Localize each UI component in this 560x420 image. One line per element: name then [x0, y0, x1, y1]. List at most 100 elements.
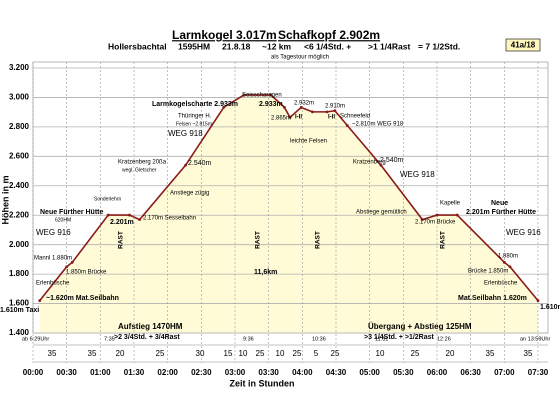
annotation: 2.170m Brücke [415, 220, 456, 226]
header-info: 1595HM [178, 41, 210, 51]
profile-point [311, 110, 314, 114]
rast-label: RAST [118, 231, 125, 249]
x-tick-label: 00:00 [23, 368, 44, 377]
y-tick-label: 2.400 [9, 181, 30, 190]
badge: 41a/18 [511, 41, 536, 50]
segment-minutes: 10 [376, 349, 385, 358]
header-info: ~12 km [262, 41, 292, 51]
x-tick-label: 00:30 [56, 368, 77, 377]
profile-point [421, 218, 424, 222]
chart-title: Larmkogel 3.017m [172, 28, 277, 42]
annotation: WEG 918 [400, 170, 435, 179]
area-fill [39, 94, 538, 333]
badge-box [505, 38, 541, 52]
segment-minutes: 35 [486, 349, 495, 358]
annotation: 1.880m [498, 254, 518, 260]
annotation: wegl. Gletscher [122, 167, 157, 173]
segment-minutes: 35 [524, 349, 533, 358]
chart-title-2: Schafkopf 2.902m [278, 28, 380, 42]
annotation: WEG 918 [168, 129, 203, 138]
segment-minutes: 35 [88, 349, 97, 358]
rast-label: RAST [255, 231, 262, 249]
annotation: Neue [491, 200, 508, 207]
y-tick-label: 2.200 [9, 210, 30, 219]
profile-point [138, 218, 142, 222]
x-tick-label: 06:00 [427, 368, 448, 377]
header-info: 21.8.18 [222, 41, 251, 51]
profile-point [502, 260, 506, 264]
annotation: Aufstieg 1470HM [118, 322, 183, 331]
time-note: 12:26 [437, 336, 451, 342]
annotation: I-II [295, 115, 302, 121]
annotation: Thüringer H. [178, 114, 212, 120]
y-tick-label: 3.200 [9, 63, 30, 72]
profile-point [299, 106, 303, 109]
segment-minutes: 10 [239, 349, 248, 358]
annotation: Larmkogelscharte 2.933m [152, 101, 238, 108]
annotation: Mat.Seilbahn 1.620m [458, 295, 527, 302]
segment-minutes: 5 [314, 349, 319, 358]
x-tick-label: 07:00 [494, 368, 515, 377]
annotation: WEG 916 [506, 228, 541, 237]
profile-point [455, 213, 459, 217]
annotation: Neue Fürther Hütte [40, 209, 104, 216]
profile-point [106, 213, 110, 217]
annotation: 1.610m [540, 304, 560, 311]
header-info: >1 1/4Rast [368, 41, 410, 51]
time-note: 10:36 [312, 336, 326, 342]
annotation: 11,6km [254, 269, 277, 276]
annotation: 2.201m Fürther Hütte [466, 209, 536, 216]
annotation: 2.932m [294, 101, 314, 107]
annotation: >3 1/4Std. + >1/2Rast [364, 334, 435, 341]
time-note: 11:31 [375, 336, 388, 342]
profile-point [435, 213, 439, 217]
segment-minutes: 10 [276, 349, 285, 358]
annotation: Felsen ~2.815m [176, 121, 212, 127]
annotation: Anstiege zügig [170, 191, 209, 197]
annotation: Kratzenberg 20ßa [118, 160, 167, 166]
annotation: Sonderlehrn [94, 196, 121, 202]
time-note: an 13:59Uhr [520, 336, 550, 342]
annotation: Schneefeld [340, 114, 370, 120]
annotation: Brücke 1.850m [468, 269, 508, 275]
x-tick-label: 04:30 [326, 368, 347, 377]
profile-point [70, 260, 74, 264]
note: als Tagestour möglich [271, 55, 329, 61]
y-tick-label: 2.000 [9, 240, 30, 249]
annotation: 2.910m [325, 104, 345, 110]
rast-label: RAST [315, 231, 322, 249]
x-axis-label: Zeit in Stunden [230, 378, 295, 388]
profile-point [222, 105, 226, 109]
annotation: 1.610m Taxi [0, 307, 39, 314]
annotation: leichte Felsen [290, 139, 327, 145]
y-tick-label: 1.800 [9, 269, 30, 278]
y-axis-label: Höhen in m [0, 176, 10, 225]
annotation: ~1.620m Mat.Seilbahn [46, 295, 119, 302]
segment-minutes: 25 [156, 349, 165, 358]
header-info: <6 1/4Std. + [304, 41, 351, 51]
annotation: Erlenbüsche [484, 281, 518, 287]
annotation: Abstiege gemütlich [356, 210, 407, 216]
annotation: Mannl 1.880m [34, 256, 72, 262]
rast-label: RAST [440, 231, 447, 249]
profile-point [345, 124, 349, 127]
segment-minutes: 25 [293, 349, 302, 358]
annotation: Kratzenberg [353, 160, 386, 166]
annotation: 620HM [55, 217, 71, 223]
y-tick-label: 2.800 [9, 122, 30, 131]
annotation: Kapelle [440, 201, 461, 207]
y-tick-label: 3.000 [9, 93, 30, 102]
header-info: = 7 1/2Std. [418, 41, 460, 51]
annotation: Seisscharagen [242, 93, 282, 99]
annotation: 2.933m [259, 101, 283, 108]
x-tick-label: 05:00 [359, 368, 380, 377]
annotation: 1.850m Brücke [66, 270, 107, 276]
segment-minutes: 20 [116, 349, 125, 358]
profile-point [333, 109, 337, 113]
header-info: Hollersbachtal [108, 41, 167, 51]
profile-point [38, 299, 42, 303]
x-tick-label: 03:00 [225, 368, 246, 377]
annotation: 2.201m [110, 219, 134, 226]
segment-minutes: 25 [411, 349, 420, 358]
time-note: ab 6:29Uhr [22, 336, 49, 342]
